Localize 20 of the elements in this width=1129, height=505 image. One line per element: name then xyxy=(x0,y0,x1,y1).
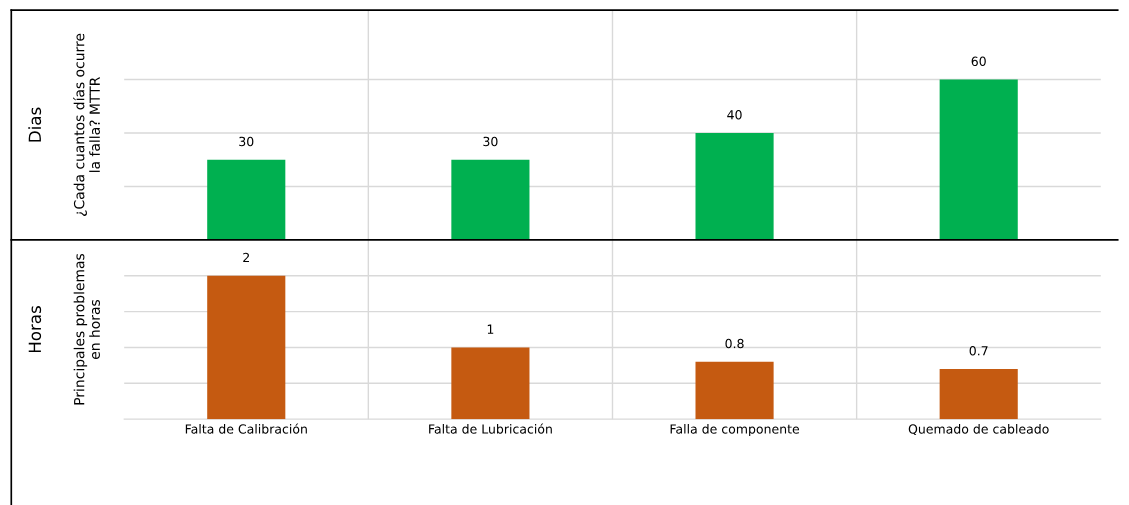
x-tick-label: Quemado de cableado xyxy=(908,424,1049,436)
data-label: 30 xyxy=(239,136,254,147)
y-axis-title: ¿Cada cuantos días ocurre la falla? MTTR xyxy=(73,33,100,216)
data-label: 0.7 xyxy=(969,345,988,356)
data-label: 0.8 xyxy=(725,338,744,349)
data-label: 60 xyxy=(971,56,986,67)
x-tick-label: Falla de componente xyxy=(670,424,800,437)
text: Horas xyxy=(28,306,42,353)
text: Dias xyxy=(28,107,42,142)
bar xyxy=(207,275,286,420)
data-label: 30 xyxy=(483,136,498,147)
data-label: 2 xyxy=(243,252,249,263)
x-tick-label: Falta de Calibración xyxy=(185,423,307,434)
data-label: 40 xyxy=(727,110,742,120)
bar xyxy=(451,347,530,420)
y-axis-title: Principales problemas en horas xyxy=(73,253,100,405)
bar xyxy=(939,368,1018,420)
x-tick-label: Falta de Lubricación xyxy=(429,423,552,434)
data-label: 1 xyxy=(487,324,494,334)
bar xyxy=(695,361,774,420)
